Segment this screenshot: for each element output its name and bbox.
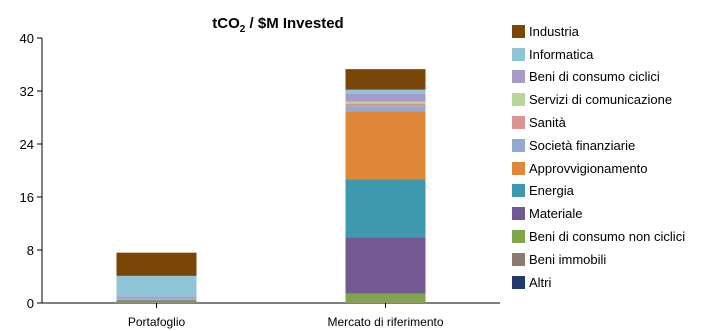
bar-segment (345, 111, 426, 180)
legend-item: Energia (512, 180, 685, 203)
legend-item: Beni immobili (512, 248, 685, 271)
legend-swatch (512, 24, 525, 38)
legend-item: Beni di consumo non ciclici (512, 225, 685, 248)
bar-segment (345, 179, 426, 238)
bar-segment (116, 298, 197, 300)
legend-swatch (512, 47, 525, 61)
bar-segment (345, 69, 426, 90)
bar-segment (116, 299, 197, 301)
legend-swatch (512, 207, 525, 221)
bar-segment (116, 275, 197, 297)
legend-swatch (512, 230, 525, 244)
bar-segment (345, 106, 426, 112)
legend-label: Società finanziarie (529, 137, 636, 153)
bar-segment (116, 301, 197, 303)
y-tick-label: 32 (20, 84, 34, 99)
legend-item: Beni di consumo ciclici (512, 66, 685, 89)
y-tick-label: 40 (20, 31, 34, 46)
y-tick-label: 24 (20, 137, 34, 152)
legend-swatch (512, 93, 525, 107)
bar-segment (345, 293, 426, 303)
legend-label: Energia (529, 183, 574, 199)
legend-label: Informatica (529, 46, 594, 62)
legend-item: Servizi di comunicazione (512, 88, 685, 111)
legend-swatch (512, 252, 525, 266)
x-category-label: Mercato di riferimento (327, 315, 443, 329)
legend-label: Beni di consumo non ciclici (529, 229, 686, 245)
legend-label: Industria (529, 23, 579, 39)
legend: Industria Informatica Beni di consumo cicl… (512, 20, 685, 294)
legend-swatch (512, 138, 525, 152)
legend-label: Materiale (529, 206, 583, 222)
bar-segment (116, 302, 197, 303)
bar-segment (345, 93, 426, 102)
legend-swatch (512, 275, 525, 289)
bar-segment (345, 103, 426, 107)
bar-segment (345, 237, 426, 294)
bar-segment (345, 101, 426, 104)
axes: 0 8 16 24 32 40 Portafoglio Mercato di riferime… (20, 31, 500, 329)
legend-item: Materiale (512, 202, 685, 225)
bar-segment (345, 302, 426, 303)
legend-item: Altri (512, 271, 685, 294)
legend-item: Approvvigionamento (512, 157, 685, 180)
legend-label: Servizi di comunicazione (529, 92, 673, 108)
bar-segment (116, 301, 197, 302)
legend-item: Sanità (512, 111, 685, 134)
legend-label: Beni immobili (529, 251, 607, 267)
title-subscript: 2 (240, 24, 246, 35)
y-tick-label: 16 (20, 190, 34, 205)
legend-label: Approvvigionamento (529, 160, 648, 176)
legend-swatch (512, 161, 525, 175)
bars (116, 69, 426, 303)
legend-item: Società finanziarie (512, 134, 685, 157)
chart: tCO2 / $M Invested 0 8 16 24 32 40 Portafoglio… (20, 15, 500, 329)
bar-segment (116, 296, 197, 299)
legend-label: Beni di consumo ciclici (529, 69, 660, 85)
legend-label: Sanità (529, 115, 566, 131)
y-tick-label: 8 (27, 243, 34, 258)
x-category-label: Portafoglio (128, 315, 186, 329)
legend-item: Informatica (512, 43, 685, 66)
legend-item: Industria (512, 20, 685, 43)
legend-label: Altri (529, 274, 552, 290)
y-tick-label: 0 (27, 296, 34, 311)
bar-segment (345, 89, 426, 94)
legend-swatch (512, 184, 525, 198)
bar-segment (116, 252, 197, 276)
chart-title: tCO2 / $M Invested (212, 15, 343, 35)
legend-swatch (512, 116, 525, 130)
legend-swatch (512, 70, 525, 84)
bar-segment (116, 300, 197, 302)
